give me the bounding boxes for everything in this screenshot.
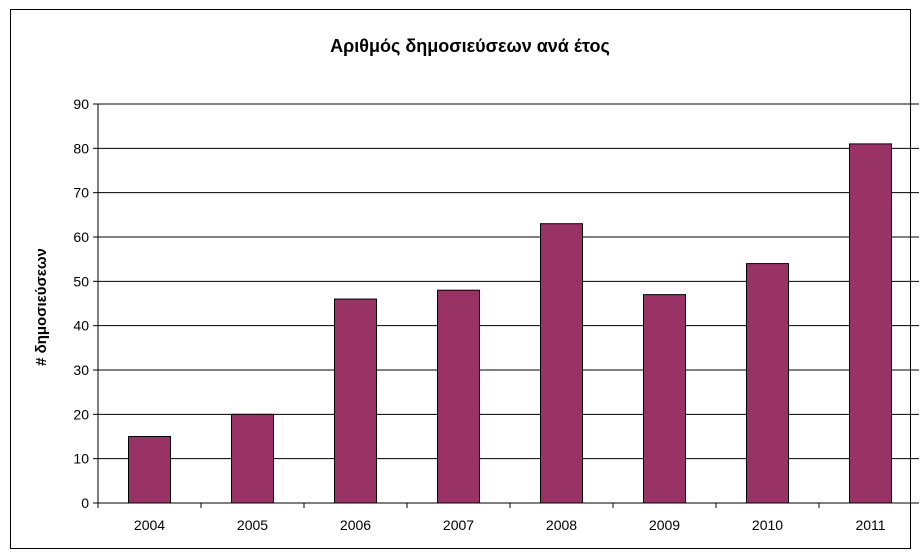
bars xyxy=(128,143,892,504)
bar-2010 xyxy=(746,263,789,504)
bar-2009 xyxy=(643,294,686,504)
bar-2006 xyxy=(334,298,377,504)
bar-2008 xyxy=(540,223,583,504)
x-tick-label: 2006 xyxy=(340,517,371,533)
x-tick-label: 2005 xyxy=(237,517,268,533)
x-tick-label: 2010 xyxy=(752,517,783,533)
bar-2011 xyxy=(849,143,892,504)
y-tick-label: 30 xyxy=(73,362,89,378)
y-tick-label: 20 xyxy=(73,406,89,422)
bar-2004 xyxy=(128,436,171,504)
x-tick-label: 2011 xyxy=(855,517,885,533)
y-tick-label: 40 xyxy=(73,318,89,334)
y-axis-label: # δημοσιεύσεων xyxy=(33,248,50,366)
x-tick-label: 2007 xyxy=(443,517,474,533)
axes xyxy=(93,103,919,508)
y-tick-label: 70 xyxy=(73,185,89,201)
y-tick-label: 80 xyxy=(73,140,89,156)
x-tick-labels: 2004 2005 2006 2007 2008 2009 2010 2011 xyxy=(134,517,886,533)
gridlines xyxy=(98,103,919,460)
chart-title: Αριθμός δημοσιεύσεων ανά έτος xyxy=(330,36,610,56)
y-tick-label: 50 xyxy=(73,273,89,289)
bar-2005 xyxy=(231,413,274,504)
y-tick-labels: 0 10 20 30 40 50 60 70 80 90 xyxy=(73,96,89,511)
x-tick-label: 2009 xyxy=(649,517,680,533)
x-tick-label: 2008 xyxy=(546,517,577,533)
y-tick-label: 90 xyxy=(73,96,89,112)
y-tick-label: 10 xyxy=(73,451,89,467)
y-tick-label: 60 xyxy=(73,229,89,245)
x-tick-label: 2004 xyxy=(134,517,165,533)
y-tick-label: 0 xyxy=(81,495,89,511)
bar-2007 xyxy=(437,289,480,504)
